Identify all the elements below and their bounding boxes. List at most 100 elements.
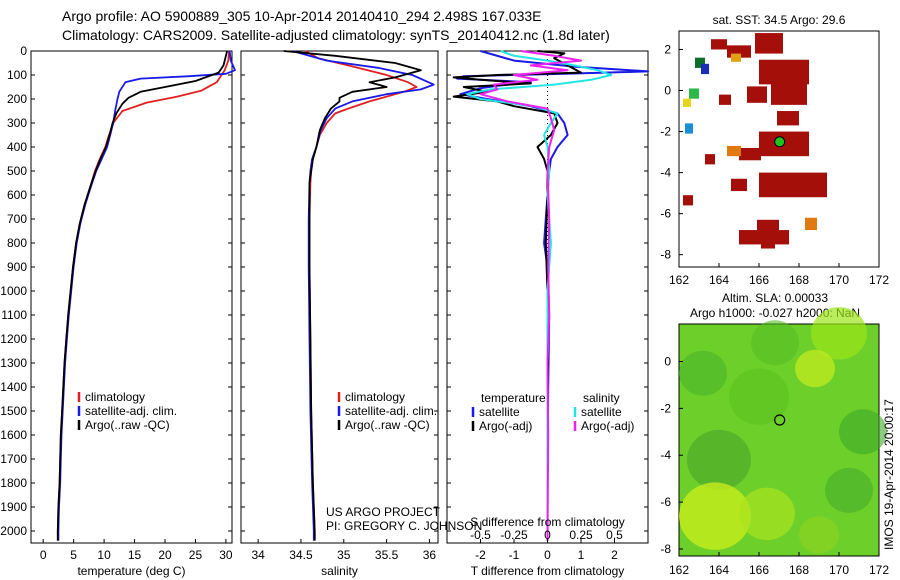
sst-pixel [727, 145, 741, 157]
t-diff-tick-label: 2 [611, 548, 618, 562]
sst-lat-label: 2 [664, 42, 671, 56]
depth-tick-label: 1900 [0, 500, 27, 514]
depth-tick-label: 1300 [0, 356, 27, 370]
temperature-panel-frame [30, 50, 233, 544]
temperature-axis-label: temperature (deg C) [77, 564, 185, 578]
sst-warm-patch [739, 230, 789, 245]
temperature-tick-label: 25 [189, 548, 203, 562]
credit-project: US ARGO PROJECT [326, 505, 441, 519]
sst-pixel [805, 217, 817, 231]
sst-warm-patch [731, 178, 747, 192]
s-diff-tick-label: -0.5 [470, 528, 491, 542]
sla-map-title: Altim. SLA: 0.00033 [722, 291, 828, 305]
sst-pixel [731, 53, 741, 62]
sst-lon-label: 172 [869, 273, 889, 287]
salinity-legend-label: climatology [345, 390, 405, 404]
sst-map-title: sat. SST: 34.5 Argo: 29.6 [713, 13, 846, 27]
temperature-tick-label: 0 [40, 548, 47, 562]
depth-tick-label: 800 [7, 236, 27, 250]
legend-salinity-heading: salinity [583, 391, 620, 405]
sst-pixel [701, 63, 709, 75]
sla-anomaly-blob [679, 482, 751, 550]
salinity-series-line [283, 50, 422, 541]
sla-anomaly-blob [825, 467, 873, 513]
sla-anomaly-blob [751, 320, 799, 366]
sla-lon-label: 166 [749, 563, 769, 577]
depth-tick-label: 1200 [0, 332, 27, 346]
difference-series-line [452, 50, 582, 541]
sla-anomaly-blob [739, 487, 795, 541]
sst-lon-label: 166 [749, 273, 769, 287]
depth-tick-label: 1800 [0, 476, 27, 490]
s-diff-tick-label: 0.5 [606, 528, 623, 542]
sst-lon-label: 168 [789, 273, 809, 287]
s-diff-tick-label: -0.25 [500, 528, 528, 542]
sla-anomaly-blob [811, 307, 867, 360]
sla-anomaly-blob [679, 350, 727, 396]
sst-pixel [685, 123, 693, 134]
depth-tick-label: 200 [7, 92, 27, 106]
sst-warm-patch [719, 94, 731, 105]
s-diff-tick-label: 0 [544, 528, 551, 542]
depth-tick-label: 900 [7, 260, 27, 274]
difference-legend-label: satellite [479, 405, 520, 419]
salinity-tick-label: 35 [337, 548, 351, 562]
sst-warm-patch [759, 172, 827, 198]
salinity-tick-label: 36 [423, 548, 437, 562]
difference-series-line [466, 50, 613, 541]
depth-tick-label: 1700 [0, 452, 27, 466]
sst-warm-patch [761, 238, 775, 249]
legend-temperature-heading: temperature [481, 391, 546, 405]
depth-tick-label: 1000 [0, 284, 27, 298]
plot-title-line1: Argo profile: AO 5900889_305 10-Apr-2014… [62, 8, 542, 24]
s-diff-tick-label: 0.25 [569, 528, 593, 542]
difference-legend-label: Argo(-adj) [581, 419, 634, 433]
sla-lat-label: -2 [660, 401, 671, 415]
sst-warm-patch [771, 80, 807, 105]
sla-anomaly-blob [687, 429, 751, 490]
salinity-legend-label: Argo(..raw -QC) [345, 418, 430, 432]
sla-anomaly-blob [795, 349, 835, 388]
sla-lat-label: -6 [660, 495, 671, 509]
t-diff-tick-label: 0 [544, 548, 551, 562]
sla-lon-label: 170 [829, 563, 849, 577]
sst-warm-patch [711, 39, 727, 50]
sst-pixel [689, 88, 699, 99]
depth-tick-label: 400 [7, 140, 27, 154]
depth-tick-label: 700 [7, 212, 27, 226]
imos-timestamp: IMOS 19-Apr-2014 20:00:17 [882, 399, 896, 550]
depth-tick-label: 1400 [0, 380, 27, 394]
t-diff-tick-label: 1 [578, 548, 585, 562]
temperature-series-line [56, 50, 230, 541]
sla-lon-label: 172 [869, 563, 889, 577]
sst-lon-label: 170 [829, 273, 849, 287]
sst-warm-patch [747, 86, 767, 103]
temperature-tick-label: 20 [158, 548, 172, 562]
temperature-tick-label: 30 [219, 548, 233, 562]
depth-tick-label: 0 [20, 44, 27, 58]
depth-tick-label: 300 [7, 116, 27, 130]
sla-lon-label: 162 [669, 563, 689, 577]
temperature-tick-label: 15 [128, 548, 142, 562]
t-diff-tick-label: -2 [475, 548, 486, 562]
sla-lat-label: 0 [664, 354, 671, 368]
sst-pixel [695, 57, 705, 68]
temperature-legend-label: satellite-adj. clim. [85, 404, 177, 418]
sst-lat-label: -4 [660, 166, 671, 180]
salinity-tick-label: 35.5 [375, 548, 399, 562]
salinity-series-line [292, 50, 435, 541]
sst-lat-label: -2 [660, 125, 671, 139]
credit-pi: PI: GREGORY C. JOHNSON [326, 519, 482, 533]
sla-lat-label: -8 [660, 542, 671, 556]
temperature-series-line [56, 50, 228, 541]
salinity-panel-frame [240, 50, 439, 544]
sla-anomaly-blob [729, 368, 789, 425]
difference-legend-label: satellite [581, 405, 622, 419]
sla-anomaly-blob [799, 516, 839, 554]
temperature-legend-label: Argo(..raw -QC) [85, 418, 170, 432]
temperature-tick-label: 5 [70, 548, 77, 562]
sst-warm-patch [705, 154, 715, 165]
salinity-legend-label: satellite-adj. clim. [345, 404, 437, 418]
plot-title-line2: Climatology: CARS2009. Satellite-adjuste… [62, 27, 610, 43]
